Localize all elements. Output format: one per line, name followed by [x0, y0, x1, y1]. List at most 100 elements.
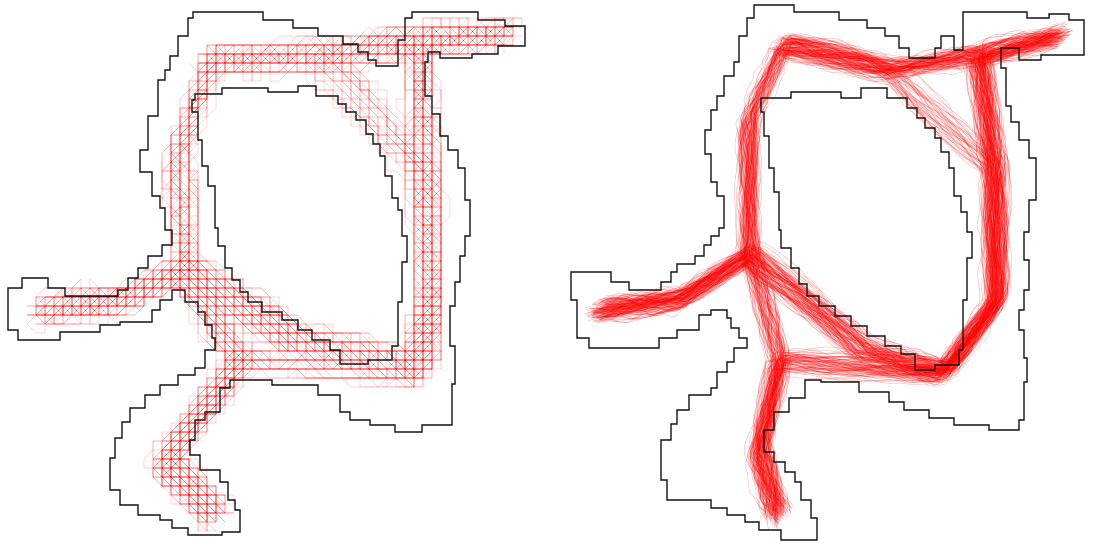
trajectory-line [756, 30, 1065, 508]
trajectory-line [161, 35, 423, 514]
trajectory-line [753, 31, 1053, 512]
trajectory-line [600, 43, 1058, 374]
trajectory-line [36, 53, 433, 388]
trajectory-line [179, 44, 442, 361]
trajectory-line [757, 34, 1069, 515]
trajectory-line [590, 260, 782, 511]
trajectory-line [767, 40, 1062, 518]
trajectory-line [593, 43, 1059, 386]
trajectory-line [752, 41, 1056, 520]
trajectory-line [607, 44, 1011, 370]
trajectory-line [598, 39, 1059, 375]
trajectory-line [598, 33, 1058, 309]
trajectory-line [604, 36, 1062, 313]
trajectory-line [760, 36, 1062, 523]
trajectory-line [36, 26, 495, 307]
trajectory-line [161, 17, 513, 496]
trajectory-line [743, 32, 1006, 368]
trajectory-line [44, 278, 244, 532]
trajectory-line [152, 35, 487, 522]
trajectory-line [170, 35, 414, 522]
trajectory-line [595, 36, 997, 372]
trajectory-line [152, 27, 505, 514]
trajectory-line [45, 26, 433, 369]
trajectory-line [54, 44, 442, 370]
trajectory-line [170, 53, 433, 370]
trajectory-line [600, 28, 1062, 307]
trajectory-line [161, 35, 504, 522]
trajectory-line [600, 33, 1059, 310]
trajectory-line [758, 28, 1069, 505]
trajectory-line [592, 47, 997, 371]
trajectory-line [170, 44, 433, 361]
trajectory-line [36, 35, 487, 370]
trajectory-line [587, 39, 1047, 314]
trajectory-line [757, 37, 1055, 518]
trajectory-line [763, 34, 1063, 510]
trajectory-line [741, 48, 976, 515]
trajectory-line [752, 43, 1009, 375]
right-inner-wall [760, 87, 973, 371]
trajectory-line [749, 36, 1009, 370]
trajectory-line [746, 52, 1003, 376]
trajectory-line [152, 45, 496, 522]
trajectory-line [604, 256, 781, 524]
trajectory-line [606, 28, 1068, 309]
trajectory-line [35, 26, 505, 370]
trajectory-line [170, 44, 415, 532]
trajectory-line [591, 32, 1051, 374]
trajectory-line [756, 37, 1047, 519]
trajectory-line [742, 38, 982, 507]
trajectory-line [605, 255, 784, 510]
trajectory-line [610, 257, 791, 513]
trajectory-line [179, 53, 442, 379]
trajectory-line [760, 33, 1061, 520]
left-outer-wall [7, 11, 526, 536]
trajectory-line [739, 41, 999, 365]
trajectory-line [745, 39, 1002, 375]
trajectory-line [745, 40, 1001, 377]
trajectory-line [594, 246, 768, 515]
trajectory-line [161, 26, 504, 514]
trajectory-line [602, 263, 787, 515]
trajectory-line [170, 44, 433, 370]
trajectory-line [739, 39, 978, 516]
trajectory-line [161, 26, 504, 505]
trajectory-line [768, 42, 1059, 522]
trajectory-line [45, 251, 244, 496]
trajectory-line [593, 47, 999, 373]
trajectory-line [161, 26, 496, 504]
trajectory-line [170, 35, 433, 523]
trajectory-line [593, 48, 998, 372]
trajectory-line [734, 49, 995, 368]
trajectory-line [602, 49, 1004, 378]
trajectory-line [592, 33, 1055, 317]
trajectory-line [170, 17, 513, 505]
trajectory-line [63, 26, 522, 307]
trajectory-line [745, 48, 979, 525]
trajectory-line [170, 18, 505, 504]
trajectory-line [599, 35, 998, 369]
trajectory-line [589, 251, 773, 515]
trajectory-line [179, 35, 442, 361]
trajectory-line [605, 254, 778, 521]
trajectory-line [36, 44, 442, 370]
trajectory-line [171, 26, 513, 523]
trajectory-line [747, 57, 1007, 381]
trajectory-line [768, 38, 1064, 524]
trajectory-line [590, 53, 998, 374]
trajectory-line [170, 35, 505, 532]
trajectory-line [740, 47, 974, 513]
trajectory-line [601, 31, 1059, 364]
trajectory-line [596, 43, 1053, 314]
trajectory-line [170, 44, 414, 522]
trajectory-line [596, 29, 1060, 367]
trajectory-line [36, 26, 504, 361]
trajectory-line [596, 32, 1055, 378]
trajectory-line [161, 35, 495, 522]
trajectory-line [44, 35, 495, 370]
trajectory-line [595, 50, 1000, 378]
trajectory-line [748, 51, 979, 518]
trajectory-line [592, 34, 1063, 381]
trajectory-line [600, 21, 1067, 309]
